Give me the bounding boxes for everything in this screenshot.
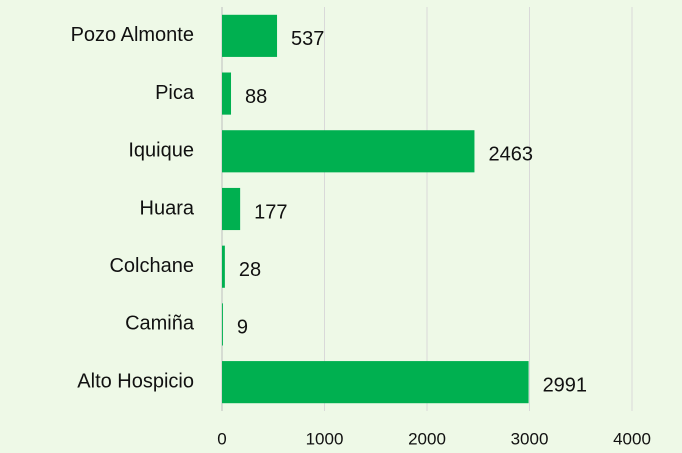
data-label: 28	[239, 259, 261, 281]
bar	[222, 303, 223, 346]
bar	[222, 14, 278, 57]
bar	[222, 245, 225, 288]
data-label: 537	[291, 28, 324, 50]
y-tick-label: Pica	[155, 82, 195, 104]
x-tick-label: 3000	[511, 429, 549, 448]
x-tick-label: 2000	[408, 429, 446, 448]
y-tick-label: Alto Hospicio	[77, 370, 194, 392]
bar	[222, 361, 529, 404]
data-label: 2463	[488, 144, 533, 166]
data-label: 9	[237, 317, 248, 339]
data-label: 2991	[543, 374, 588, 396]
y-tick-label: Pozo Almonte	[71, 24, 194, 46]
y-tick-label: Iquique	[128, 140, 194, 162]
data-label: 177	[254, 201, 287, 223]
x-tick-label: 1000	[306, 429, 344, 448]
bar	[222, 187, 241, 231]
x-tick-label: 4000	[613, 429, 651, 448]
y-tick-label: Huara	[140, 197, 195, 219]
y-tick-label: Colchane	[109, 255, 194, 277]
bar	[222, 130, 475, 173]
x-tick-label: 0	[217, 429, 226, 448]
bar	[222, 72, 232, 115]
data-label: 88	[245, 86, 267, 108]
y-tick-label: Camiña	[125, 313, 195, 335]
